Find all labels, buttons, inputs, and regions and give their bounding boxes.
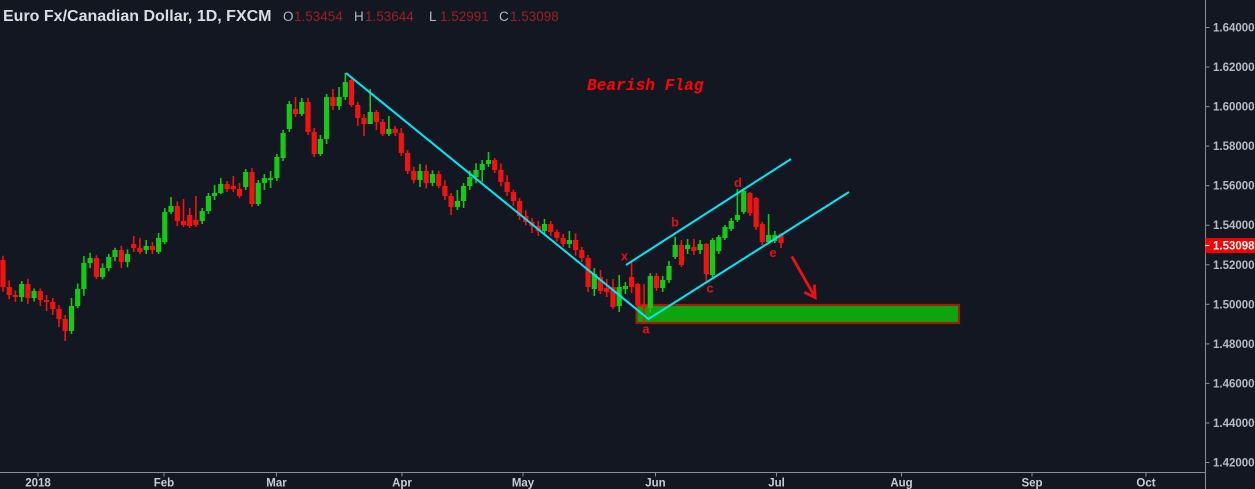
svg-text:1.53098: 1.53098	[1213, 241, 1255, 253]
svg-text:1.56000: 1.56000	[1213, 181, 1255, 193]
svg-text:O: O	[283, 9, 294, 24]
svg-text:1.46000: 1.46000	[1213, 378, 1255, 390]
svg-text:Jun: Jun	[645, 478, 665, 489]
svg-text:1.60000: 1.60000	[1213, 102, 1255, 114]
svg-text:1.58000: 1.58000	[1213, 141, 1255, 153]
svg-text:1.42000: 1.42000	[1213, 458, 1255, 470]
svg-text:Jul: Jul	[768, 478, 785, 489]
svg-text:b: b	[671, 215, 679, 230]
svg-text:1.52991: 1.52991	[440, 9, 489, 24]
svg-text:H: H	[354, 9, 364, 24]
svg-text:L: L	[429, 9, 437, 24]
svg-text:Euro Fx/Canadian Dollar, 1D, F: Euro Fx/Canadian Dollar, 1D, FXCM	[3, 8, 272, 25]
svg-text:1.52000: 1.52000	[1213, 260, 1255, 272]
svg-text:1.44000: 1.44000	[1213, 418, 1255, 430]
svg-text:d: d	[734, 175, 742, 190]
svg-text:c: c	[706, 281, 713, 296]
svg-text:1.50000: 1.50000	[1213, 299, 1255, 311]
svg-text:x: x	[621, 249, 629, 264]
svg-text:Bearish Flag: Bearish Flag	[587, 77, 704, 95]
svg-text:Oct: Oct	[1136, 478, 1155, 489]
svg-text:May: May	[512, 478, 535, 489]
svg-text:1.54000: 1.54000	[1213, 220, 1255, 232]
svg-text:Mar: Mar	[266, 478, 287, 489]
svg-text:Aug: Aug	[890, 478, 912, 489]
svg-text:a: a	[642, 322, 650, 337]
svg-text:1.53454: 1.53454	[294, 9, 343, 24]
svg-text:1.48000: 1.48000	[1213, 339, 1255, 351]
svg-text:2018: 2018	[25, 478, 51, 489]
svg-text:1.53644: 1.53644	[365, 9, 414, 24]
svg-text:Apr: Apr	[392, 478, 412, 489]
svg-text:Feb: Feb	[154, 478, 174, 489]
svg-text:1.53098: 1.53098	[510, 9, 559, 24]
svg-text:1.62000: 1.62000	[1213, 62, 1255, 74]
svg-text:C: C	[499, 9, 509, 24]
svg-text:1.64000: 1.64000	[1213, 23, 1255, 35]
svg-text:e: e	[769, 245, 776, 260]
svg-text:Sep: Sep	[1021, 478, 1042, 489]
